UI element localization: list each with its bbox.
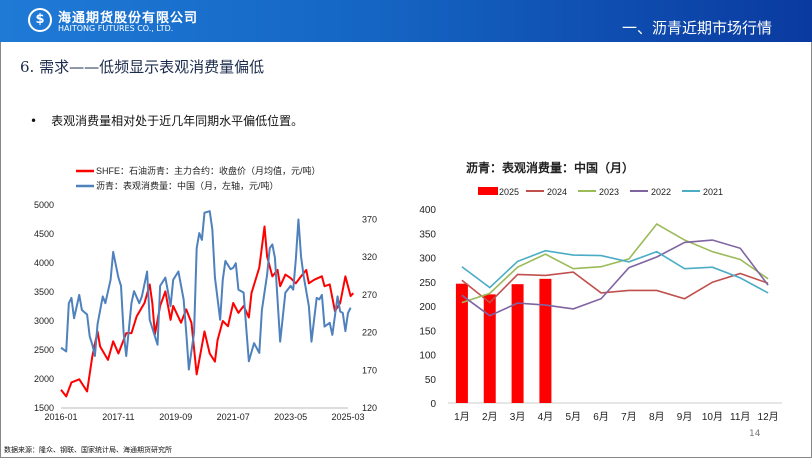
y-right-tick-label: 270 xyxy=(362,290,377,300)
legend-label: 2025 xyxy=(499,187,519,197)
bar-2025 xyxy=(483,294,496,403)
y-left-tick-label: 2000 xyxy=(34,374,54,384)
bullet-text: 表观消费量相对处于近几年同期水平偏低位置。 xyxy=(51,114,304,128)
bar-2025 xyxy=(455,283,468,403)
series-line-consumption xyxy=(60,210,352,371)
y-right-tick-label: 170 xyxy=(362,365,377,375)
x-tick-label: 2月 xyxy=(482,411,498,423)
y-left-tick-label: 1500 xyxy=(34,403,54,413)
page-number: 14 xyxy=(749,429,761,439)
y-left-tick-label: 4500 xyxy=(34,229,54,239)
x-tick-label: 9月 xyxy=(677,411,693,423)
series-line-2022 xyxy=(461,239,769,317)
price-consumption-chart: 1500 2000 2500 3000 3500 4000 4500 5000 120 170 22… xyxy=(34,165,377,422)
x-tick-label: 6月 xyxy=(593,411,609,423)
x-tick-label: 2023-05 xyxy=(274,412,307,422)
bar-2025 xyxy=(539,278,552,403)
y-tick-label: 0 xyxy=(430,399,436,410)
y-right-tick-label: 320 xyxy=(362,252,377,262)
haitong-logo-icon: $ xyxy=(28,8,52,32)
legend-label: 2024 xyxy=(547,187,567,197)
x-tick-label: 3月 xyxy=(510,411,526,423)
y-left-tick-label: 2500 xyxy=(34,345,54,355)
legend-label: SHFE：石油沥青：主力合约：收盘价（月均值，元/吨） xyxy=(96,165,321,176)
x-tick-label: 2019-09 xyxy=(159,412,192,422)
y-tick-label: 250 xyxy=(419,278,436,289)
legend-swatch xyxy=(478,187,498,195)
y-tick-label: 50 xyxy=(425,375,437,386)
y-left-tick-label: 3500 xyxy=(34,287,54,297)
y-tick-label: 300 xyxy=(419,254,436,265)
bullet-icon: • xyxy=(30,114,38,128)
y-tick-label: 400 xyxy=(419,205,436,216)
x-tick-label: 1月 xyxy=(454,411,470,423)
y-tick-label: 100 xyxy=(419,351,436,362)
legend-label: 2022 xyxy=(651,187,671,197)
series-line-2023 xyxy=(461,222,769,304)
x-tick-label: 8月 xyxy=(649,411,665,423)
x-tick-label: 2017-11 xyxy=(102,412,134,422)
y-right-tick-label: 120 xyxy=(362,403,377,413)
y-tick-label: 150 xyxy=(419,326,436,337)
x-tick-label: 4月 xyxy=(538,411,554,423)
data-source: 数据来源：隆众、钢联、国家统计局、海通期货研究所 xyxy=(4,446,172,454)
page-title: 6. 需求——低频显示表观消费量偏低 xyxy=(20,58,265,76)
company-name-en: HAITONG FUTURES CO., LTD. xyxy=(58,24,174,33)
legend-label: 沥青：表观消费量：中国（月，左轴，元/吨） xyxy=(96,180,279,191)
y-tick-label: 350 xyxy=(419,229,436,240)
monthly-consumption-chart: 沥青：表观消费量：中国（月） 0 50 100 150 200 250 300 350 400 1月… xyxy=(419,160,782,423)
y-tick-label: 200 xyxy=(419,302,436,313)
y-right-tick-label: 370 xyxy=(362,215,377,225)
y-left-tick-label: 4000 xyxy=(34,258,54,268)
legend-label: 2023 xyxy=(599,187,619,197)
x-tick-label: 12月 xyxy=(758,411,779,423)
y-left-tick-label: 3000 xyxy=(34,316,54,326)
series-line-price xyxy=(60,225,354,398)
header-band: $ 海通期货股份有限公司 HAITONG FUTURES CO., LTD. 一… xyxy=(0,0,812,42)
section-title: 一、沥青近期市场行情 xyxy=(621,19,772,37)
x-tick-label: 10月 xyxy=(702,411,723,423)
x-tick-label: 2016-01 xyxy=(44,412,77,422)
company-name-cn: 海通期货股份有限公司 xyxy=(58,11,199,26)
x-tick-label: 2021-07 xyxy=(217,412,250,422)
x-tick-label: 11月 xyxy=(730,411,750,423)
x-tick-label: 2025-03 xyxy=(331,412,364,422)
y-left-tick-label: 5000 xyxy=(34,200,54,210)
legend-label: 2021 xyxy=(703,187,723,197)
chart-title: 沥青：表观消费量：中国（月） xyxy=(466,160,634,175)
x-tick-label: 5月 xyxy=(565,411,581,423)
y-right-tick-label: 220 xyxy=(362,328,377,338)
series-line-2021 xyxy=(461,249,769,294)
bar-2025 xyxy=(511,284,524,403)
bullet-point: • 表观消费量相对处于近几年同期水平偏低位置。 xyxy=(30,112,303,129)
x-tick-label: 7月 xyxy=(621,411,637,423)
series-line-2024 xyxy=(461,271,769,304)
